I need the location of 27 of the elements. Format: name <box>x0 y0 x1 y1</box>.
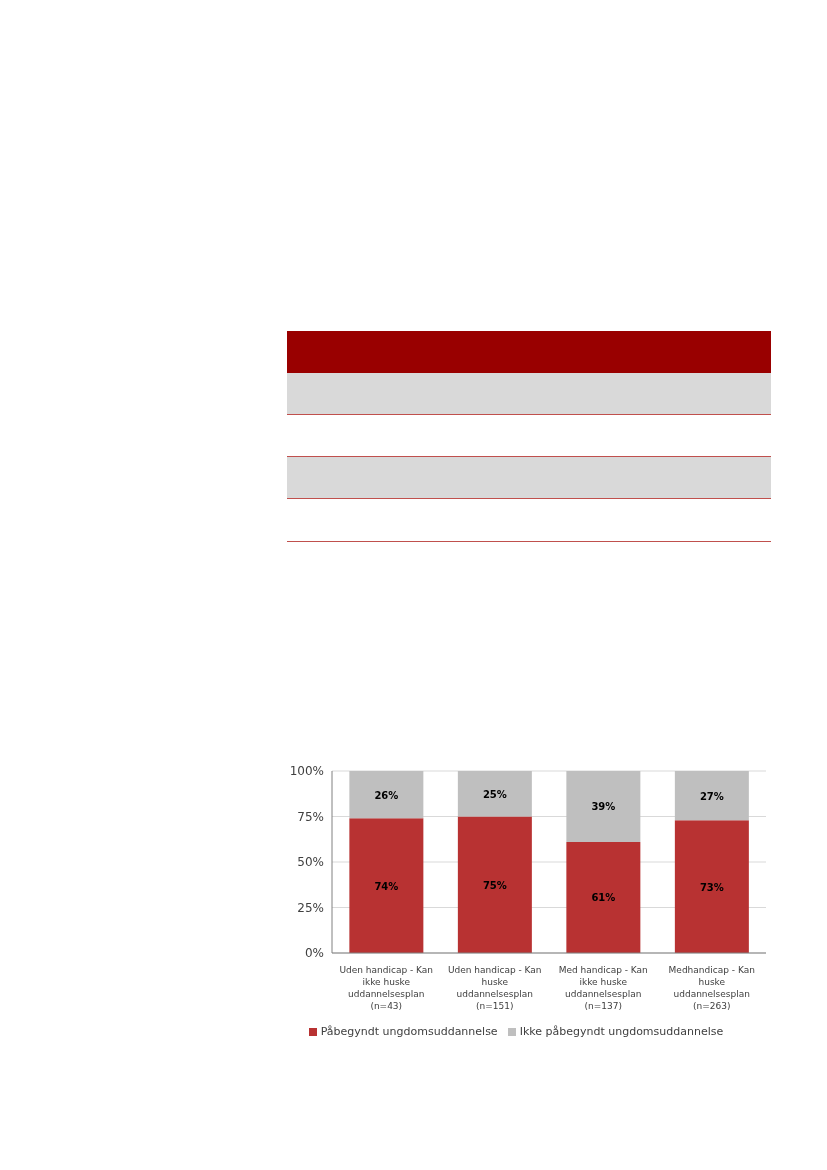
data-label: 39% <box>591 801 616 813</box>
legend-label: Ikke påbegyndt ungdomsuddannelse <box>519 1025 724 1038</box>
data-label: 75% <box>482 879 507 891</box>
x-tick-label: Med handicap - Kan ikke huske uddannelsesplan (n=137) <box>558 965 648 1011</box>
y-tick-label: 50% <box>297 855 324 870</box>
bar <box>566 841 641 953</box>
legend-label: Påbegyndt ungdomsuddannelse <box>320 1025 498 1038</box>
bar <box>674 771 749 821</box>
data-label: 61% <box>591 892 616 904</box>
data-label: 73% <box>699 881 724 893</box>
bar <box>674 820 749 953</box>
data-label: 26% <box>374 789 399 801</box>
bar <box>349 771 424 819</box>
data-label: 74% <box>374 880 399 892</box>
y-tick-label: 75% <box>297 809 324 824</box>
data-label: 25% <box>482 788 507 800</box>
x-tick-label: Medhandicap - Kan huske uddannelsesplan (n=263) <box>668 965 755 1011</box>
x-tick-label: Uden handicap - Kan huske uddannelsesplan (n=151) <box>447 965 542 1011</box>
bar <box>457 771 532 817</box>
data-label: 27% <box>699 790 724 802</box>
x-tick-label: Uden handicap - Kan ikke huske uddannelsesplan (n=43) <box>339 965 434 1011</box>
y-tick-label: 0% <box>304 946 324 961</box>
y-tick-label: 100% <box>289 764 324 779</box>
bar <box>566 771 641 842</box>
y-tick-label: 25% <box>297 900 324 915</box>
bar <box>349 818 424 953</box>
bar <box>457 816 532 953</box>
